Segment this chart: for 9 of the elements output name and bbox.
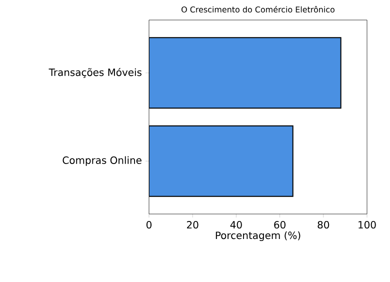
x-tick-label: 20	[186, 221, 198, 229]
x-tick-label: 80	[318, 221, 330, 229]
x-tick-label: 40	[230, 221, 242, 229]
x-tick-label: 0	[146, 221, 152, 229]
y-tick-label: Transações Móveis	[48, 68, 142, 78]
x-tick-label: 100	[358, 221, 376, 229]
x-axis-title: Porcentagem (%)	[216, 231, 300, 242]
y-tick-label: Compras Online	[62, 156, 142, 166]
x-tick-label: 60	[274, 221, 286, 229]
